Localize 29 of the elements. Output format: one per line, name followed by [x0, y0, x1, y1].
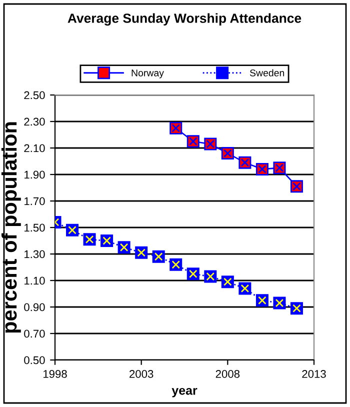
- legend-label: Norway: [132, 70, 164, 78]
- x-axis-title: year: [172, 388, 198, 398]
- y-tick-label: 1.10: [24, 276, 45, 285]
- chart-title: Average Sunday Worship Attendance: [68, 13, 302, 26]
- y-tick-label: 1.70: [24, 197, 45, 206]
- point: [290, 302, 303, 315]
- point: [290, 180, 303, 193]
- x-tick-label: 2003: [130, 370, 154, 378]
- point: [135, 246, 148, 259]
- y-tick-label: 2.30: [24, 118, 45, 126]
- y-tick-label: 0.50: [24, 356, 45, 364]
- y-tick-label: 0.70: [24, 330, 45, 338]
- x-tick-label: 2008: [216, 370, 240, 378]
- point: [256, 294, 268, 307]
- y-tick-label: 1.30: [24, 250, 45, 258]
- y-tick-label: 2.10: [24, 144, 45, 152]
- x-tick-label: 2013: [302, 370, 326, 378]
- y-axis-title: percent of population: [1, 122, 21, 333]
- point: [221, 276, 234, 288]
- y-tick-label: 0.90: [24, 303, 45, 312]
- point: [256, 162, 268, 176]
- y-tick-label: 1.90: [24, 170, 45, 179]
- y-tick-label: 1.50: [24, 224, 45, 232]
- x-tick-label: 1998: [43, 370, 67, 378]
- point: [66, 224, 79, 236]
- y-tick-label: 2.50: [24, 91, 45, 100]
- point: [221, 147, 234, 160]
- point: [100, 234, 114, 247]
- legend-label: Sweden: [250, 69, 284, 76]
